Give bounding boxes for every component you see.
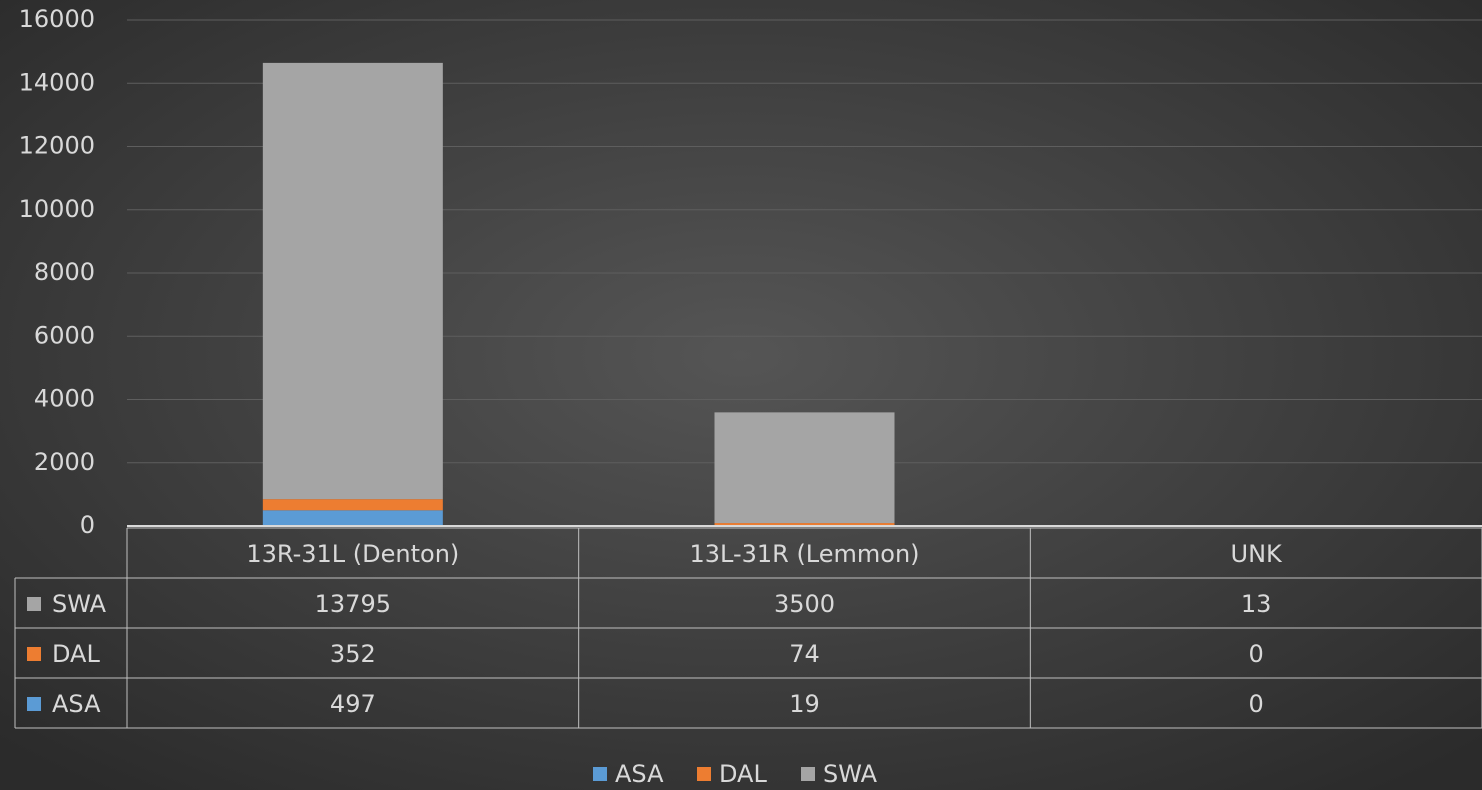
x-tick-label: UNK — [1231, 540, 1284, 568]
bar — [262, 62, 443, 500]
bar — [714, 523, 895, 526]
table-value: 0 — [1249, 640, 1264, 668]
legend-key — [27, 647, 41, 661]
y-tick-label: 16000 — [19, 5, 95, 33]
table-value: 19 — [789, 690, 820, 718]
x-tick-label: 13R-31L (Denton) — [246, 540, 459, 568]
legend-label: ASA — [615, 760, 664, 788]
y-tick-label: 4000 — [34, 385, 95, 413]
x-tick-label: 13L-31R (Lemmon) — [689, 540, 919, 568]
y-tick-label: 10000 — [19, 195, 95, 223]
legend-swatch — [697, 767, 711, 781]
table-value: 497 — [330, 690, 376, 718]
table-row-label: DAL — [52, 640, 100, 668]
legend-swatch — [593, 767, 607, 781]
legend-key — [27, 597, 41, 611]
y-tick-label: 2000 — [34, 448, 95, 476]
legend-label: DAL — [719, 760, 767, 788]
y-tick-label: 14000 — [19, 68, 95, 96]
table-value: 13795 — [315, 590, 391, 618]
y-tick-label: 8000 — [34, 258, 95, 286]
bar — [714, 412, 895, 524]
table-value: 13 — [1241, 590, 1272, 618]
y-tick-label: 0 — [80, 511, 95, 539]
table-row-label: SWA — [52, 590, 107, 618]
y-tick-label: 6000 — [34, 321, 95, 349]
table-value: 3500 — [774, 590, 835, 618]
legend-label: SWA — [823, 760, 878, 788]
table-value: 352 — [330, 640, 376, 668]
table-value: 0 — [1249, 690, 1264, 718]
legend-key — [27, 697, 41, 711]
y-tick-label: 12000 — [19, 132, 95, 160]
table-row-label: ASA — [52, 690, 101, 718]
bar — [262, 499, 443, 511]
legend-swatch — [801, 767, 815, 781]
table-value: 74 — [789, 640, 820, 668]
bar — [262, 510, 443, 526]
